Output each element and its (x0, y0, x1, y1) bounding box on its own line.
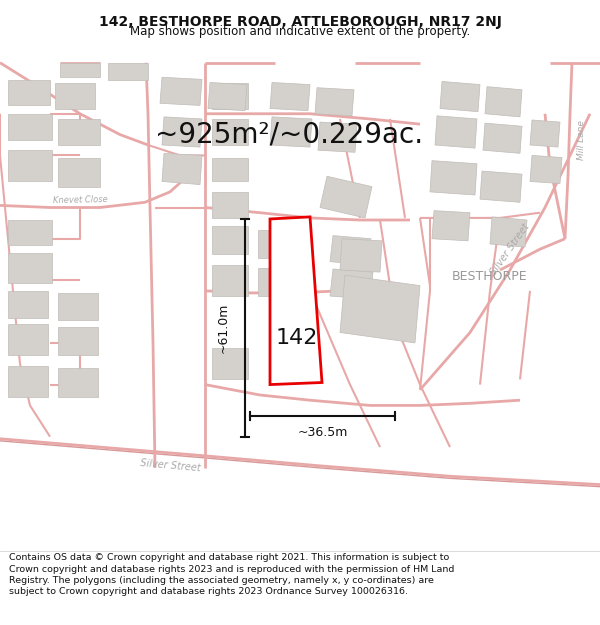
Polygon shape (435, 116, 477, 148)
Polygon shape (432, 211, 470, 241)
Polygon shape (340, 239, 382, 272)
Text: Silver Street: Silver Street (488, 221, 532, 277)
Polygon shape (485, 87, 522, 117)
Polygon shape (270, 117, 312, 147)
Polygon shape (8, 253, 52, 282)
Text: Map shows position and indicative extent of the property.: Map shows position and indicative extent… (130, 24, 470, 38)
Polygon shape (58, 158, 100, 187)
Polygon shape (8, 150, 52, 181)
Text: 142, BESTHORPE ROAD, ATTLEBOROUGH, NR17 2NJ: 142, BESTHORPE ROAD, ATTLEBOROUGH, NR17 … (98, 15, 502, 29)
Polygon shape (212, 265, 248, 296)
Polygon shape (212, 82, 248, 109)
Polygon shape (58, 368, 98, 397)
Text: BESTHORPE: BESTHORPE (452, 270, 528, 282)
Polygon shape (258, 268, 295, 296)
Polygon shape (55, 82, 95, 109)
Text: 142: 142 (276, 328, 318, 348)
Polygon shape (108, 62, 148, 81)
Text: Silver Street: Silver Street (139, 458, 200, 474)
Polygon shape (530, 120, 560, 147)
Polygon shape (58, 328, 98, 356)
Polygon shape (490, 217, 527, 247)
Polygon shape (8, 324, 48, 356)
Polygon shape (162, 117, 202, 147)
Polygon shape (8, 114, 52, 140)
Polygon shape (320, 176, 372, 218)
Polygon shape (330, 236, 371, 265)
Polygon shape (58, 119, 100, 145)
Polygon shape (212, 158, 248, 181)
Polygon shape (212, 192, 248, 218)
Polygon shape (330, 269, 373, 299)
Polygon shape (340, 275, 420, 343)
Polygon shape (162, 153, 202, 184)
Polygon shape (212, 119, 248, 145)
Polygon shape (440, 81, 480, 112)
Text: ~61.0m: ~61.0m (217, 302, 229, 353)
Text: Contains OS data © Crown copyright and database right 2021. This information is : Contains OS data © Crown copyright and d… (9, 554, 454, 596)
Polygon shape (8, 366, 48, 397)
Polygon shape (8, 291, 48, 318)
Polygon shape (270, 217, 322, 384)
Polygon shape (212, 348, 248, 379)
Polygon shape (318, 122, 357, 152)
Polygon shape (270, 82, 310, 111)
Polygon shape (160, 78, 202, 106)
Polygon shape (315, 88, 354, 116)
Polygon shape (430, 161, 477, 195)
Polygon shape (58, 293, 98, 320)
Polygon shape (208, 82, 247, 111)
Text: Knevet Close: Knevet Close (53, 195, 107, 205)
Text: Mill Lane: Mill Lane (577, 120, 587, 160)
Polygon shape (483, 123, 522, 153)
Polygon shape (8, 220, 52, 245)
Polygon shape (212, 226, 248, 254)
Polygon shape (480, 171, 522, 202)
Polygon shape (8, 81, 50, 106)
Polygon shape (60, 62, 100, 78)
Polygon shape (258, 231, 295, 258)
Polygon shape (530, 156, 562, 184)
Text: ~36.5m: ~36.5m (298, 426, 347, 439)
Text: ~925m²/~0.229ac.: ~925m²/~0.229ac. (155, 121, 423, 149)
